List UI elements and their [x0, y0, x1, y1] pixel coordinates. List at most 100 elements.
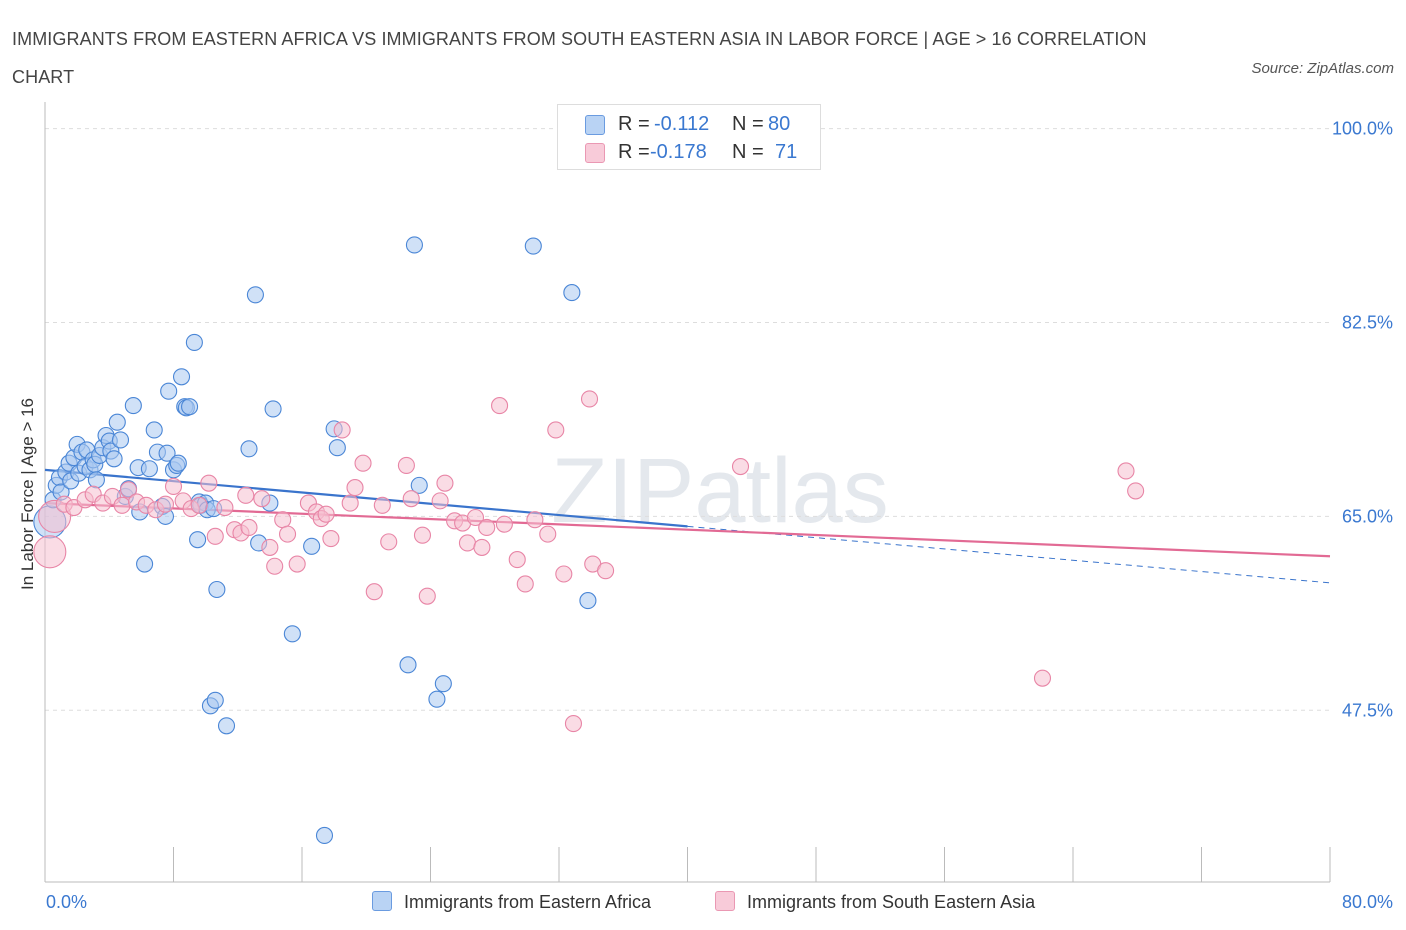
- south-eastern-asia-point: [346, 479, 364, 497]
- eastern-africa-point: [303, 537, 321, 555]
- south-eastern-asia-point: [365, 583, 383, 601]
- south-eastern-asia-point: [516, 575, 534, 593]
- y-tick-label: 100.0%: [1332, 119, 1393, 139]
- eastern-africa-point: [405, 236, 423, 254]
- eastern-africa-point: [240, 440, 258, 458]
- eastern-africa-point: [124, 397, 142, 415]
- legend-label: Immigrants from Eastern Africa: [404, 892, 652, 912]
- y-tick-label: 65.0%: [1342, 506, 1393, 526]
- south-eastern-asia-point: [526, 511, 544, 529]
- eastern-africa-point: [524, 237, 542, 255]
- source-label: Source: ZipAtlas.com: [1251, 60, 1394, 77]
- eastern-africa-point: [208, 580, 226, 599]
- eastern-africa-point: [111, 431, 130, 449]
- legend-item-eastern-africa: Immigrants from Eastern Africa: [372, 889, 651, 915]
- south-eastern-asia-point: [266, 557, 284, 575]
- south-eastern-asia-point: [731, 457, 750, 476]
- south-eastern-asia-point: [413, 526, 432, 544]
- eastern-africa-point: [579, 592, 597, 610]
- south-eastern-asia-point: [156, 495, 175, 513]
- eastern-africa-point: [181, 398, 199, 416]
- south-eastern-asia-point: [508, 551, 526, 569]
- south-eastern-asia-point: [278, 525, 297, 543]
- south-eastern-asia-point: [200, 474, 218, 492]
- south-eastern-asia-point: [478, 518, 496, 537]
- south-eastern-asia-point: [555, 565, 573, 583]
- south-eastern-asia-point: [33, 535, 67, 569]
- south-eastern-asia-point: [274, 511, 292, 529]
- south-eastern-asia-point: [373, 496, 391, 514]
- south-eastern-asia-point: [436, 474, 454, 492]
- eastern-africa-point: [87, 471, 105, 489]
- eastern-africa-trend-extension: [687, 525, 1331, 584]
- eastern-africa-point: [315, 826, 334, 845]
- r-label: R =: [618, 113, 650, 135]
- blue-swatch: [585, 115, 605, 135]
- eastern-africa-point: [206, 691, 224, 709]
- r-value: -0.178: [650, 141, 707, 163]
- eastern-africa-point: [160, 382, 178, 400]
- eastern-africa-point: [428, 690, 446, 708]
- axes: [44, 102, 1331, 883]
- pink-swatch: [715, 891, 735, 911]
- watermark: ZIPatlas: [551, 440, 888, 542]
- south-eastern-asia-point: [354, 454, 372, 472]
- blue-swatch: [372, 891, 392, 911]
- south-eastern-asia-point: [473, 538, 491, 556]
- south-eastern-asia-trend-line: [44, 501, 1331, 558]
- south-eastern-asia-point: [216, 498, 234, 517]
- south-eastern-asia-point: [491, 397, 509, 415]
- eastern-africa-point: [246, 286, 264, 304]
- south-eastern-asia-point: [380, 533, 398, 551]
- eastern-africa-point: [105, 450, 123, 468]
- eastern-africa-point: [264, 400, 282, 418]
- south-eastern-asia-point: [261, 538, 279, 556]
- south-eastern-asia-point: [240, 518, 258, 537]
- pink-swatch: [585, 143, 605, 163]
- grid-lines: [45, 128, 1330, 711]
- eastern-africa-point: [158, 444, 176, 462]
- r-label: R =: [618, 141, 650, 163]
- south-eastern-asia-point: [253, 490, 271, 508]
- x-tick-label: 80.0%: [1342, 892, 1393, 912]
- n-value: 80: [768, 113, 791, 135]
- eastern-africa-point: [145, 421, 163, 439]
- south-eastern-asia-point: [1033, 669, 1052, 687]
- south-eastern-asia-point: [322, 529, 340, 548]
- south-eastern-asia-point: [237, 486, 255, 504]
- eastern-africa-point: [399, 656, 417, 674]
- south-eastern-asia-point: [1117, 462, 1135, 480]
- eastern-africa-point: [189, 531, 207, 549]
- n-value: 71: [775, 141, 798, 163]
- south-eastern-asia-point: [397, 456, 415, 474]
- eastern-africa-point: [172, 368, 191, 386]
- data-points: [33, 236, 1145, 845]
- south-eastern-asia-point: [1127, 482, 1145, 500]
- south-eastern-asia-point: [288, 555, 306, 573]
- south-eastern-asia-point: [341, 494, 359, 512]
- south-eastern-asia-point: [564, 715, 583, 733]
- south-eastern-asia-point: [580, 390, 599, 408]
- legend-item-south-eastern-asia: Immigrants from South Eastern Asia: [715, 889, 1035, 915]
- y-tick-label: 82.5%: [1342, 313, 1393, 333]
- eastern-africa-point: [217, 717, 236, 735]
- y-tick-label: 47.5%: [1342, 700, 1393, 720]
- legend-label: Immigrants from South Eastern Asia: [747, 892, 1036, 912]
- south-eastern-asia-point: [495, 515, 513, 533]
- tick-labels: 100.0% 82.5% 65.0% 47.5% 0.0% 80.0%: [46, 119, 1393, 912]
- south-eastern-asia-point: [431, 492, 449, 510]
- chart-title: IMMIGRANTS FROM EASTERN AFRICA VS IMMIGR…: [12, 29, 1147, 87]
- south-eastern-asia-point: [333, 421, 351, 439]
- x-tick-label: 0.0%: [46, 892, 87, 912]
- eastern-africa-point: [283, 625, 301, 643]
- south-eastern-asia-point: [119, 481, 138, 499]
- n-label: N =: [732, 141, 764, 163]
- eastern-africa-point: [434, 675, 452, 693]
- eastern-africa-point: [108, 413, 126, 431]
- eastern-africa-point: [410, 476, 428, 494]
- eastern-africa-point: [563, 284, 581, 302]
- stats-legend: R = -0.112 N = 80 R = -0.178 N = 71: [557, 104, 821, 170]
- south-eastern-asia-point: [190, 496, 208, 514]
- south-eastern-asia-point: [164, 477, 183, 496]
